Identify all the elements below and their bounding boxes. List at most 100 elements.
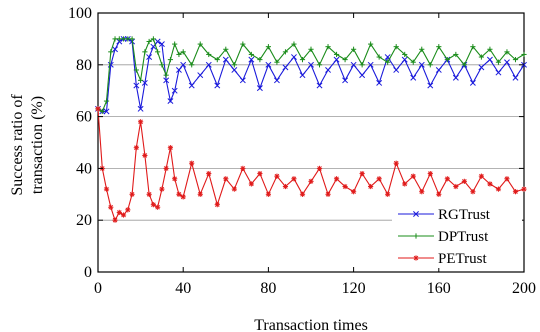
data-point-rgtrust (495, 69, 502, 76)
data-point-petrust (206, 170, 212, 177)
data-point-petrust (495, 186, 502, 192)
y-tick-label: 60 (76, 109, 92, 126)
y-axis-title-line-2: transaction (%) (29, 96, 46, 194)
data-point-dptrust (163, 72, 169, 78)
legend-item-petrust: PETrust (398, 251, 487, 267)
data-point-petrust (172, 176, 178, 182)
data-point-dptrust (150, 36, 156, 42)
data-point-dptrust (478, 54, 484, 60)
data-point-dptrust (512, 57, 519, 63)
x-tick-label: 200 (512, 280, 536, 297)
x-tick-label: 80 (260, 280, 276, 297)
data-point-petrust (410, 173, 416, 179)
data-point-petrust (436, 191, 442, 197)
data-point-petrust (376, 176, 382, 182)
x-tick-label: 0 (94, 280, 102, 297)
data-point-dptrust (159, 62, 165, 68)
data-point-petrust (402, 181, 408, 187)
data-point-rgtrust (486, 56, 493, 63)
y-tick-label: 40 (76, 160, 92, 177)
data-point-petrust (368, 183, 374, 190)
data-point-petrust (116, 209, 122, 216)
data-point-dptrust (299, 57, 306, 63)
data-point-rgtrust (112, 46, 118, 53)
y-tick-label: 80 (76, 57, 92, 74)
data-point-rgtrust (299, 72, 306, 79)
data-point-dptrust (444, 57, 450, 63)
data-point-dptrust (138, 77, 144, 83)
data-point-dptrust (133, 67, 139, 73)
data-point-dptrust (359, 62, 365, 68)
data-point-petrust (125, 207, 131, 213)
data-point-petrust (512, 189, 519, 195)
data-point-petrust (461, 178, 467, 184)
data-point-petrust (240, 165, 246, 171)
data-point-rgtrust (282, 64, 289, 71)
data-point-dptrust (402, 51, 408, 58)
data-point-dptrust (453, 51, 459, 58)
legend-item-rgtrust: RGTrust (398, 207, 491, 223)
data-point-petrust (95, 106, 101, 112)
data-point-rgtrust (222, 56, 229, 63)
data-point-petrust (120, 212, 127, 218)
data-point-rgtrust (137, 105, 144, 112)
data-point-rgtrust (452, 74, 459, 81)
data-point-dptrust (419, 46, 425, 52)
data-point-dptrust (197, 41, 203, 47)
data-point-dptrust (487, 46, 493, 52)
x-axis-title: Transaction times (254, 317, 368, 332)
data-point-petrust (257, 170, 263, 177)
data-point-rgtrust (350, 61, 357, 68)
data-point-dptrust (274, 59, 280, 65)
data-point-petrust (189, 160, 195, 166)
data-point-rgtrust (325, 67, 331, 73)
data-point-petrust (282, 183, 289, 190)
data-point-petrust (223, 176, 229, 182)
y-tick-label: 0 (84, 264, 92, 281)
data-point-rgtrust (504, 59, 510, 66)
data-point-rgtrust (367, 61, 374, 68)
data-point-petrust (342, 183, 348, 190)
data-point-rgtrust (393, 67, 400, 73)
legend-label-petrust: PETrust (438, 251, 487, 267)
data-point-rgtrust (197, 72, 204, 79)
data-point-petrust (299, 191, 306, 197)
data-point-dptrust (142, 49, 148, 55)
y-axis-title-line-1: Success ratio of (9, 94, 26, 196)
data-point-dptrust (495, 59, 502, 65)
data-point-petrust (231, 186, 237, 192)
data-point-dptrust (342, 57, 348, 63)
data-point-petrust (470, 189, 476, 195)
legend-label-dptrust: DPTrust (438, 229, 489, 245)
x-tick-label: 120 (342, 280, 366, 297)
data-point-rgtrust (308, 61, 314, 68)
data-point-petrust (487, 181, 493, 187)
data-point-dptrust (393, 44, 399, 50)
data-point-rgtrust (205, 61, 212, 68)
data-point-rgtrust (478, 64, 485, 71)
data-point-rgtrust (214, 82, 221, 89)
data-point-rgtrust (133, 82, 140, 89)
data-point-dptrust (240, 41, 246, 47)
data-point-petrust (150, 202, 156, 208)
data-point-dptrust (189, 62, 195, 68)
data-point-petrust (274, 173, 280, 179)
data-point-petrust (504, 176, 510, 182)
data-point-rgtrust (154, 38, 161, 45)
data-point-rgtrust (239, 77, 246, 84)
data-point-dptrust (316, 62, 323, 68)
data-point-dptrust (385, 59, 391, 65)
data-point-rgtrust (188, 82, 195, 89)
data-point-petrust (103, 186, 110, 192)
data-point-petrust (351, 189, 357, 195)
data-point-petrust (478, 173, 484, 179)
data-point-petrust (248, 181, 254, 187)
data-point-rgtrust (427, 82, 434, 89)
data-point-dptrust (155, 49, 161, 55)
data-point-petrust (108, 204, 114, 210)
data-point-petrust (359, 170, 365, 177)
data-point-dptrust (282, 49, 289, 55)
legend-marker-petrust (413, 255, 419, 261)
series-dptrust (95, 36, 527, 115)
legend: RGTrust DPTrust PETrust (392, 202, 522, 268)
